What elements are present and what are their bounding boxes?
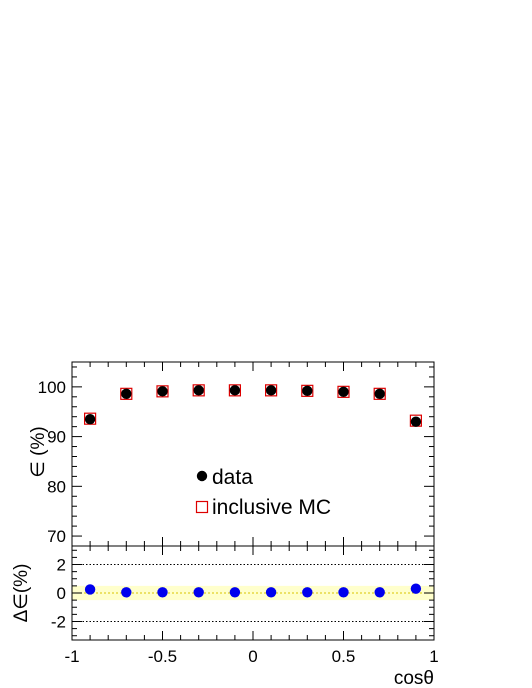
top-y-tick-label: 80 [47, 477, 66, 496]
bottom-y-tick-label: -2 [51, 612, 66, 631]
top-y-tick-label: 100 [38, 378, 66, 397]
x-tick-label: -0.5 [148, 647, 177, 666]
mc-point [120, 387, 133, 400]
difference-point [121, 587, 132, 598]
data-point [338, 386, 349, 398]
difference-point [84, 584, 96, 595]
legend-data-marker [196, 470, 208, 482]
top-y-tick-label: 70 [47, 527, 66, 546]
legend: data inclusive MC [195, 466, 331, 519]
data-point [374, 388, 385, 400]
x-axis-title: cosθ [394, 668, 434, 688]
data-point [410, 416, 422, 427]
top-y-tick-label: 90 [47, 428, 66, 447]
difference-point [265, 587, 277, 598]
legend-mc-label: inclusive MC [212, 496, 331, 519]
data-point [121, 388, 132, 400]
bottom-y-tick-label: 0 [57, 584, 66, 603]
difference-point [410, 583, 422, 594]
x-tick-label: -1 [64, 647, 79, 666]
data-point [193, 385, 204, 396]
mc-point [301, 384, 314, 397]
top-y-axis-title: ∈ (%) [28, 426, 49, 477]
difference-point [157, 587, 168, 598]
difference-panel: -1 -0.5 0 0.5 1 -2 0 2 [51, 545, 439, 666]
difference-point [302, 587, 313, 598]
x-tick-label: 0 [248, 647, 257, 666]
difference-point [229, 587, 241, 598]
data-point [265, 385, 277, 396]
difference-point [374, 587, 385, 598]
legend-mc-marker [195, 500, 209, 514]
mc-point [265, 384, 278, 397]
x-tick-label: 0.5 [332, 647, 356, 666]
difference-point [193, 587, 204, 598]
mc-point [192, 384, 205, 397]
legend-data-label: data [212, 466, 253, 489]
mc-point [373, 387, 386, 400]
mc-point [337, 385, 350, 398]
difference-point [338, 587, 349, 598]
x-tick-label: 1 [429, 647, 438, 666]
mc-point [156, 385, 169, 398]
data-point [302, 385, 313, 397]
data-point [157, 386, 168, 397]
bottom-y-axis-title: Δ∈(%) [11, 564, 32, 623]
mc-point [228, 384, 241, 397]
bottom-y-tick-label: 2 [57, 556, 66, 575]
data-point [229, 385, 241, 396]
data-point [84, 413, 96, 425]
